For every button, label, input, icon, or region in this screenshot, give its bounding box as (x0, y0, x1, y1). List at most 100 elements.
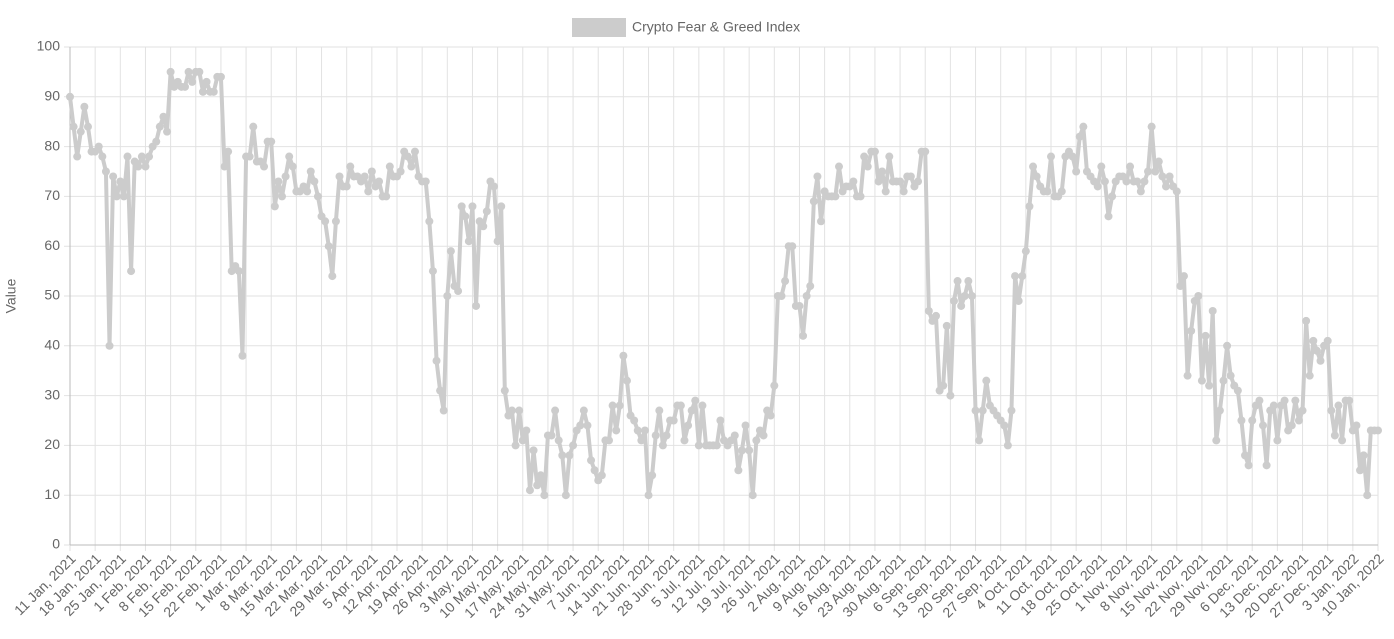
data-point (73, 152, 82, 161)
data-point (184, 67, 193, 76)
data-point (1057, 187, 1066, 196)
data-point (1068, 152, 1077, 161)
data-point (1262, 461, 1271, 470)
data-point (694, 441, 703, 450)
data-point (863, 162, 872, 171)
data-point (1104, 212, 1113, 221)
data-point (1298, 406, 1307, 415)
data-point (802, 292, 811, 300)
data-point (781, 277, 790, 286)
data-point (1183, 371, 1192, 380)
data-point (831, 192, 840, 201)
data-point (127, 267, 136, 276)
data-point (249, 122, 258, 131)
data-point (83, 122, 92, 131)
data-point (518, 436, 527, 445)
data-point (202, 77, 211, 86)
data-point (576, 421, 585, 430)
data-point (605, 436, 614, 445)
data-point (1309, 336, 1318, 345)
data-point (507, 406, 516, 415)
data-point (619, 351, 628, 360)
data-point (1219, 376, 1228, 385)
data-point (766, 411, 775, 420)
data-point (464, 237, 473, 246)
data-point (759, 431, 768, 440)
data-point (1025, 202, 1034, 211)
data-point (76, 127, 85, 136)
data-point (1363, 491, 1372, 500)
data-point (1133, 177, 1142, 186)
data-point (112, 192, 121, 201)
data-point (346, 162, 355, 171)
data-point (511, 441, 520, 450)
data-point (1352, 421, 1361, 430)
data-point (982, 376, 991, 385)
data-point (914, 177, 923, 186)
y-tick-label: 100 (37, 38, 61, 54)
data-point (281, 172, 290, 181)
data-point (375, 177, 384, 186)
data-point (939, 381, 948, 390)
data-point (1032, 172, 1041, 181)
data-point (1079, 122, 1088, 131)
data-point (1248, 416, 1257, 425)
data-point (752, 436, 761, 445)
data-point (155, 122, 164, 131)
data-point (817, 217, 826, 226)
data-point (306, 167, 315, 176)
y-tick-label: 70 (44, 187, 60, 203)
data-point (630, 416, 639, 425)
data-point (799, 331, 808, 340)
data-point (270, 202, 279, 211)
data-point (245, 152, 254, 161)
data-point (906, 172, 915, 181)
data-point (285, 152, 294, 161)
data-point (813, 172, 822, 181)
data-point (188, 77, 197, 86)
data-point (1179, 272, 1188, 281)
data-point (737, 446, 746, 455)
data-point (482, 207, 491, 216)
data-point (1208, 306, 1217, 315)
data-point (1197, 376, 1206, 385)
data-point (328, 272, 337, 281)
data-point (648, 471, 657, 480)
data-point (403, 152, 412, 161)
data-point (525, 486, 534, 495)
data-point (436, 386, 445, 395)
data-point (662, 431, 671, 440)
data-point (1316, 356, 1325, 365)
data-point (1136, 187, 1145, 196)
data-point (1273, 436, 1282, 445)
data-point (1356, 466, 1365, 475)
data-point (220, 162, 229, 171)
data-point (716, 416, 725, 425)
data-point (163, 127, 172, 136)
data-point (1097, 162, 1106, 171)
data-point (651, 431, 660, 440)
data-point (558, 451, 567, 460)
data-point (457, 202, 466, 211)
data-point (342, 182, 351, 191)
data-point (960, 292, 969, 300)
data-point (860, 152, 869, 161)
data-point (691, 396, 700, 405)
data-point (1226, 371, 1235, 380)
data-point (885, 152, 894, 161)
data-point (137, 152, 146, 161)
data-point (1014, 296, 1023, 305)
data-point (479, 222, 488, 231)
data-point (198, 87, 207, 96)
data-point (141, 162, 150, 171)
data-point (267, 137, 276, 146)
data-point (551, 406, 560, 415)
data-point (612, 426, 621, 435)
data-point (443, 292, 452, 300)
data-point (288, 162, 297, 171)
data-point (1122, 177, 1131, 186)
data-point (684, 421, 693, 430)
data-point (1043, 187, 1052, 196)
data-point (1194, 292, 1203, 300)
data-point (1237, 416, 1246, 425)
